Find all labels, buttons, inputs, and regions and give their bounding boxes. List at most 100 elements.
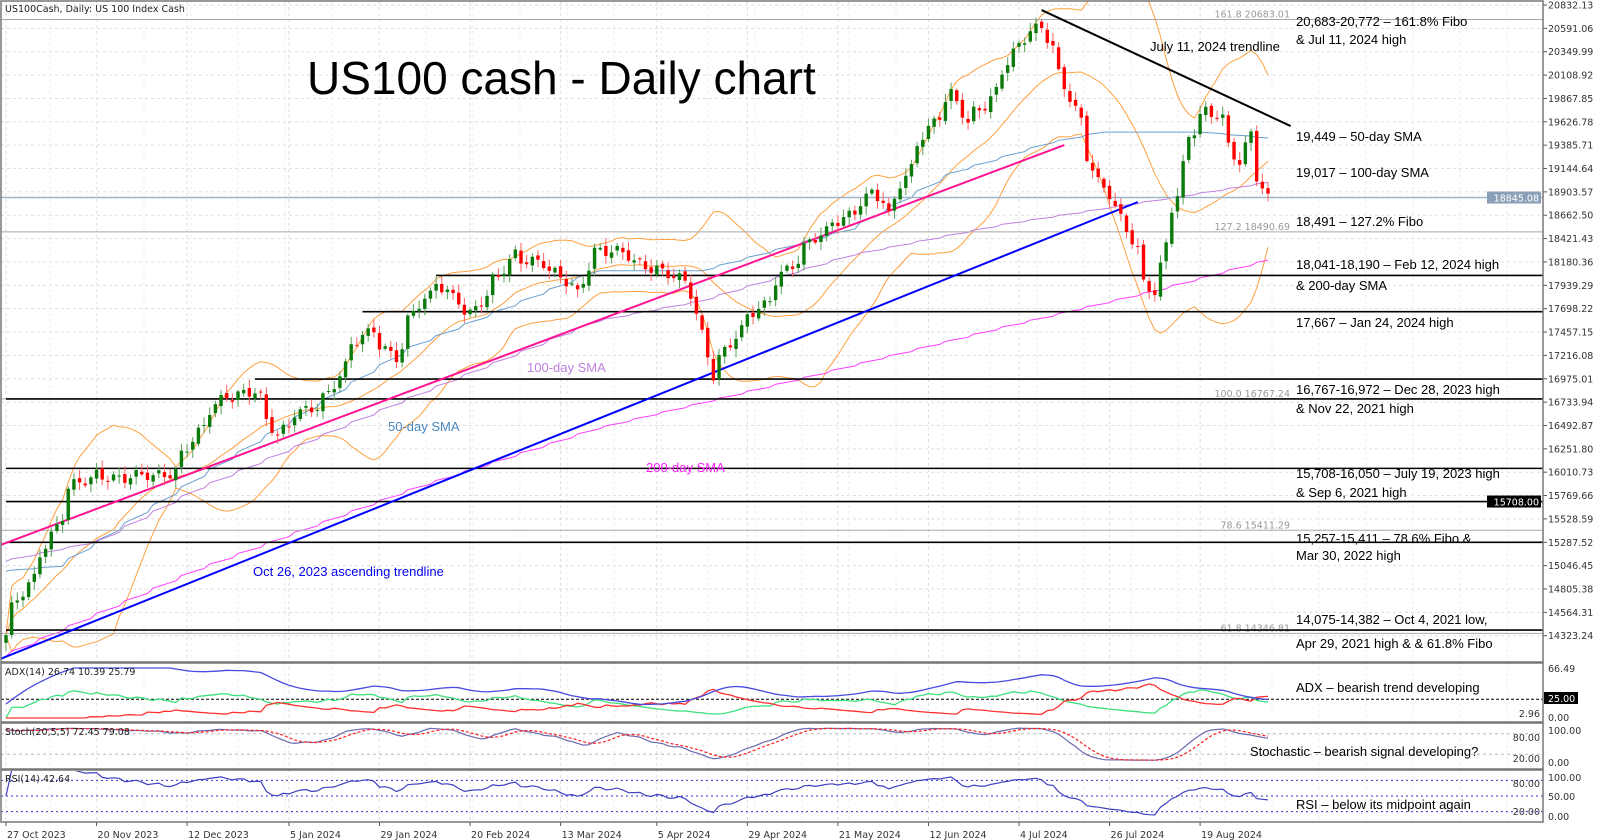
candle: [989, 88, 993, 119]
candle-body: [315, 409, 319, 411]
y-tick-label: 15528.59: [1548, 514, 1593, 525]
candle: [909, 159, 914, 183]
candle: [553, 265, 557, 278]
candle: [77, 469, 82, 491]
y-tick-label: 16492.87: [1548, 421, 1593, 432]
candle-body: [700, 315, 704, 330]
candle-body: [1011, 48, 1016, 67]
candle-body: [938, 117, 942, 120]
july-trendline: [1041, 9, 1292, 127]
candle: [292, 410, 297, 433]
candle: [9, 595, 14, 639]
candle-body: [275, 434, 280, 436]
candle: [700, 312, 704, 334]
candle-body: [875, 189, 880, 202]
candle-body: [723, 346, 727, 357]
candle-body: [604, 245, 608, 256]
candle: [1022, 37, 1027, 53]
candle-body: [83, 483, 87, 486]
candle-body: [1000, 74, 1004, 89]
candle: [655, 260, 659, 278]
candle: [213, 400, 218, 418]
candle-body: [553, 267, 557, 273]
candle-body: [304, 406, 308, 408]
annotation: & Jul 11, 2024 high: [1296, 32, 1406, 47]
candle-body: [1192, 135, 1197, 139]
candle-body: [94, 469, 99, 479]
candle-body: [43, 548, 48, 557]
candle: [756, 301, 761, 322]
candle-body: [519, 250, 523, 264]
candle-body: [145, 472, 150, 480]
adx-axis-label: 66.49: [1548, 664, 1575, 675]
candle: [983, 101, 987, 115]
candle-body: [666, 270, 670, 279]
ascending-trendline-label: Oct 26, 2023 ascending trendline: [253, 564, 444, 579]
candle: [377, 325, 382, 358]
candle: [230, 393, 235, 409]
candle-body: [440, 284, 444, 293]
candle: [507, 254, 512, 283]
current-price-label-box: [1487, 191, 1541, 204]
sma200-label: 200-day SMA: [646, 460, 725, 475]
candle-body: [1107, 185, 1112, 200]
candle: [247, 379, 252, 405]
candle-body: [162, 472, 167, 478]
candle: [270, 409, 274, 436]
candle-body: [581, 283, 585, 288]
candle-body: [168, 475, 172, 479]
x-tick-label: 21 May 2024: [839, 830, 901, 840]
candle: [287, 418, 291, 434]
candle: [1124, 213, 1129, 239]
candle: [321, 391, 325, 419]
candle: [1209, 103, 1214, 124]
candle-body: [734, 338, 738, 349]
candle-body: [389, 346, 393, 351]
stoch-axis-label: 100.00: [1548, 726, 1581, 737]
candle: [111, 471, 116, 483]
candle: [813, 233, 817, 245]
candle: [208, 407, 212, 434]
candle-body: [892, 198, 897, 211]
candle-body: [660, 263, 665, 269]
candle: [915, 141, 919, 168]
candle-body: [208, 415, 212, 427]
candle: [598, 243, 602, 252]
candle-body: [672, 276, 676, 279]
y-tick-label: 16010.73: [1548, 468, 1593, 479]
candle: [1068, 83, 1072, 108]
candle: [225, 384, 229, 402]
candle: [943, 93, 948, 125]
candle: [1090, 154, 1095, 179]
candle: [858, 198, 863, 220]
candle-body: [9, 602, 14, 636]
candle-body: [870, 189, 874, 194]
pink-trendline: [1, 144, 1065, 546]
candle-body: [32, 573, 36, 582]
candle: [174, 466, 178, 488]
candle: [168, 469, 172, 481]
candle-body: [751, 312, 755, 318]
candle-body: [1141, 244, 1146, 280]
candle: [326, 384, 331, 394]
candle: [343, 358, 348, 384]
candle: [1254, 125, 1259, 187]
candle: [1113, 192, 1117, 209]
candle: [1017, 40, 1021, 53]
candle: [751, 305, 755, 325]
candle-body: [1198, 113, 1202, 135]
candle: [1011, 41, 1016, 72]
candle-body: [558, 266, 563, 278]
candle-body: [575, 285, 580, 290]
candle-body: [1221, 114, 1225, 118]
y-tick-label: 19626.78: [1548, 117, 1593, 128]
y-tick-label: 20832.13: [1548, 1, 1593, 12]
candle: [836, 215, 840, 234]
annotation: 18,041-18,190 – Feb 12, 2024 high: [1296, 257, 1499, 272]
candle-body: [677, 273, 682, 280]
candle: [1181, 154, 1185, 205]
y-tick-label: 19385.71: [1548, 141, 1593, 152]
candle-body: [445, 289, 450, 293]
candle-body: [1051, 41, 1055, 46]
